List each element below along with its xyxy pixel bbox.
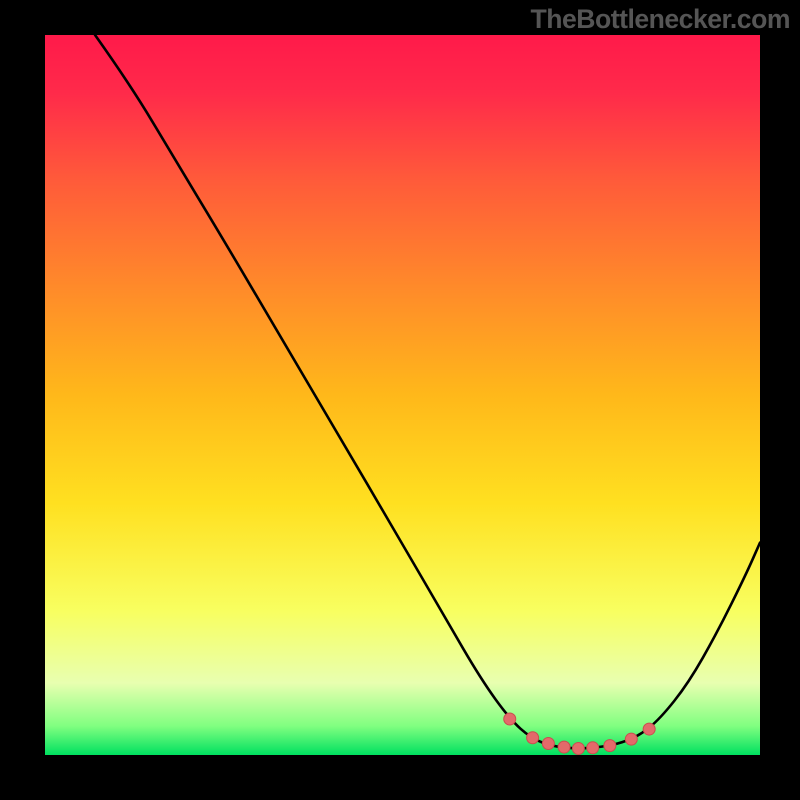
bottleneck-curve <box>95 35 760 748</box>
marker-point <box>527 732 539 744</box>
marker-point <box>572 743 584 755</box>
marker-point <box>542 737 554 749</box>
marker-point <box>558 741 570 753</box>
marker-point <box>604 740 616 752</box>
watermark-text: TheBottlenecker.com <box>531 4 790 35</box>
marker-point <box>504 713 516 725</box>
marker-point <box>587 742 599 754</box>
chart-svg-layer <box>45 35 760 755</box>
chart-plot-area <box>45 35 760 755</box>
marker-point <box>625 733 637 745</box>
marker-point <box>643 723 655 735</box>
